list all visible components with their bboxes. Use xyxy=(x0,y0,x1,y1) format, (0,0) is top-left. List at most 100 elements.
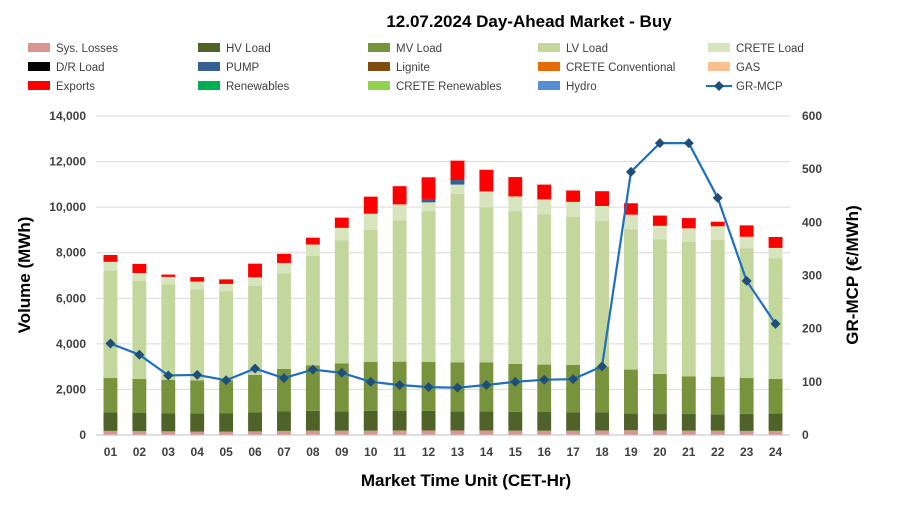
bar-segment-sys-losses xyxy=(305,430,320,435)
bar-segment-lv-load xyxy=(537,214,552,365)
mcp-point xyxy=(597,361,608,372)
legend-label: Exports xyxy=(56,81,95,93)
x-tick-label: 20 xyxy=(653,445,667,459)
bar-segment-lv-load xyxy=(595,220,609,367)
legend-label: Lignite xyxy=(396,62,430,74)
bar-segment-sys-losses xyxy=(248,431,262,435)
legend-item: GR-MCP xyxy=(706,81,783,93)
x-tick-label: 03 xyxy=(162,445,176,459)
bar-segment-exports xyxy=(595,191,609,207)
legend-item: LV Load xyxy=(538,43,608,55)
legend-swatch xyxy=(538,62,560,71)
legend-swatch xyxy=(28,81,50,90)
bar-segment-lv-load xyxy=(479,207,494,363)
bar-segment-hv-load xyxy=(248,412,262,432)
legend-item: Renewables xyxy=(198,81,290,93)
bar-segment-mv-load xyxy=(652,373,667,415)
bar-segment-hv-load xyxy=(363,410,378,431)
bar-segment-hv-load xyxy=(681,414,696,431)
bar-segment-crete-load xyxy=(421,202,436,212)
legend-item: CRETE Conventional xyxy=(538,62,675,74)
legend-swatch xyxy=(198,81,220,90)
bar-segment-crete-load xyxy=(334,227,349,241)
x-tick-label: 21 xyxy=(682,445,696,459)
bar-segment-sys-losses xyxy=(161,431,176,435)
bar-segment-sys-losses xyxy=(219,431,234,435)
bar-segment-exports xyxy=(768,236,783,248)
bar-segment-hv-load xyxy=(219,413,234,432)
x-tick-label: 11 xyxy=(393,445,406,459)
bar-segment-crete-load xyxy=(739,236,754,249)
bar-segment-crete-load xyxy=(248,277,262,286)
chart-title: 12.07.2024 Day-Ahead Market - Buy xyxy=(386,12,672,31)
bar-segment-hv-load xyxy=(132,412,147,432)
y-tick-label: 2,000 xyxy=(56,382,86,396)
x-tick-label: 06 xyxy=(248,445,262,459)
mcp-point xyxy=(654,138,665,149)
bar-segment-mv-load xyxy=(305,365,320,411)
mcp-point xyxy=(250,363,261,374)
legend-label: MV Load xyxy=(396,43,442,55)
x-tick-label: 09 xyxy=(335,445,349,459)
y-tick-label: 4,000 xyxy=(56,337,86,351)
bar-segment-sys-losses xyxy=(103,430,118,435)
x-tick-label: 05 xyxy=(219,445,233,459)
bar-segment-lv-load xyxy=(392,220,407,362)
mcp-point xyxy=(163,370,174,381)
bar-segment-sys-losses xyxy=(334,430,349,435)
legend-swatch xyxy=(28,43,50,52)
bar-segment-mv-load xyxy=(566,364,581,413)
mcp-point xyxy=(481,380,492,391)
x-tick-label: 15 xyxy=(509,445,523,459)
bar-segment-mv-load xyxy=(132,378,147,413)
mcp-point xyxy=(539,374,550,385)
x-tick-label: 04 xyxy=(191,445,205,459)
bar-segment-lv-load xyxy=(248,285,262,375)
legend-swatch xyxy=(198,62,220,71)
bar-segment-mv-load xyxy=(334,363,349,412)
bar-segment-crete-load xyxy=(450,184,465,194)
bar-segment-exports xyxy=(537,184,552,200)
bar-segment-sys-losses xyxy=(421,430,436,435)
y2-tick-label: 500 xyxy=(802,162,822,176)
bar-segment-exports xyxy=(248,263,262,278)
bar-segment-hv-load xyxy=(190,413,205,432)
bar-segment-exports xyxy=(450,160,465,181)
bar-segment-mv-load xyxy=(248,374,262,413)
x-tick-label: 12 xyxy=(422,445,436,459)
bar-segment-lv-load xyxy=(363,229,378,362)
bar-segment-mv-load xyxy=(739,378,754,414)
bar-segment-exports xyxy=(710,221,725,227)
mcp-point xyxy=(683,138,694,149)
bar-segment-crete-load xyxy=(595,206,609,221)
y-tick-label: 10,000 xyxy=(49,200,86,214)
bar-segment-exports xyxy=(132,263,147,273)
bar-segment-lv-load xyxy=(132,280,147,379)
mcp-point xyxy=(741,275,752,286)
bar-segment-crete-load xyxy=(161,276,176,285)
mcp-point xyxy=(336,367,347,378)
bar-segment-hv-load xyxy=(508,411,523,431)
bar-segment-hv-load xyxy=(624,413,638,431)
x-tick-label: 02 xyxy=(133,445,147,459)
legend-swatch xyxy=(368,62,390,71)
legend-item: HV Load xyxy=(198,43,271,55)
bar-segment-exports xyxy=(305,237,320,245)
bar-segment-mv-load xyxy=(768,378,783,414)
bar-segment-hv-load xyxy=(739,413,754,431)
y-tick-label: 8,000 xyxy=(56,246,86,260)
legend-item: GAS xyxy=(708,62,761,74)
bar-segment-mv-load xyxy=(508,363,523,412)
legend-label: HV Load xyxy=(226,43,271,55)
bar-segment-lv-load xyxy=(219,291,234,381)
bar-segment-lv-load xyxy=(652,239,667,374)
mcp-point xyxy=(452,382,463,393)
bar-segment-crete-load xyxy=(768,247,783,259)
bar-segment-crete-load xyxy=(624,214,638,230)
mcp-point xyxy=(394,380,405,391)
legend-label: LV Load xyxy=(566,43,608,55)
legend-label: D/R Load xyxy=(56,62,105,74)
bar-segment-lv-load xyxy=(421,211,436,362)
bar-segment-exports xyxy=(421,177,436,199)
